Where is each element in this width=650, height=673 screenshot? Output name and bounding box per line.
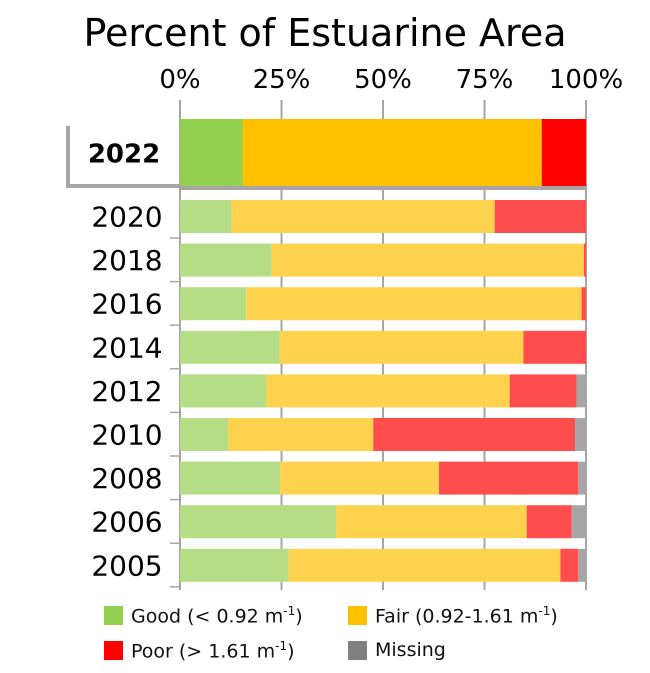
- bar-missing-2005: [578, 548, 586, 582]
- category-label: 2020: [91, 201, 162, 234]
- legend-label: Poor (> 1.61 m-1): [131, 639, 295, 663]
- x-tick-label: 25%: [253, 65, 311, 95]
- bar-good-2008: [180, 461, 281, 495]
- bar-missing-2010: [575, 418, 586, 451]
- bar-good-2005: [180, 548, 289, 582]
- bar-fair-2005: [288, 548, 561, 582]
- bar-good-2022: [180, 119, 243, 186]
- x-tick-label: 0%: [159, 65, 200, 95]
- legend-item-fair: Fair (0.92-1.61 m-1): [348, 604, 558, 627]
- bar-fair-2022: [242, 119, 542, 186]
- x-tick-label: 75%: [456, 65, 514, 95]
- bar-fair-2006: [336, 505, 527, 539]
- bar-fair-2012: [266, 374, 510, 408]
- category-label: 2010: [91, 419, 162, 452]
- bar-fair-2018: [271, 243, 584, 277]
- legend-item-missing: Missing: [348, 639, 446, 661]
- chart-title: Percent of Estuarine Area: [83, 11, 566, 55]
- bar-good-2014: [180, 330, 280, 364]
- bar-poor-2018: [583, 243, 586, 277]
- category-label: 2018: [91, 244, 162, 277]
- bar-good-2020: [180, 200, 232, 233]
- category-label: 2014: [91, 331, 162, 364]
- category-label: 2016: [91, 288, 162, 321]
- bar-poor-2016: [581, 287, 586, 321]
- bar-poor-2014: [523, 330, 586, 364]
- bar-good-2006: [180, 505, 337, 539]
- bar-fair-2016: [246, 287, 582, 321]
- bar-fair-2008: [280, 461, 440, 495]
- bar-fair-2020: [231, 200, 495, 233]
- bar-poor-2006: [526, 505, 572, 539]
- legend-item-poor: Poor (> 1.61 m-1): [104, 639, 295, 662]
- category-label: 2005: [91, 549, 162, 582]
- bar-poor-2020: [494, 200, 586, 233]
- category-label: 2006: [91, 506, 162, 539]
- bar-poor-2012: [509, 374, 577, 408]
- bar-good-2012: [180, 374, 267, 408]
- legend-swatch: [104, 641, 123, 661]
- legend-label: Missing: [375, 639, 446, 661]
- x-tick-label: 100%: [549, 65, 623, 95]
- bar-missing-2008: [578, 461, 586, 495]
- bar-good-2016: [180, 287, 247, 321]
- legend-label: Fair (0.92-1.61 m-1): [375, 604, 558, 628]
- bar-fair-2010: [228, 418, 374, 451]
- bar-poor-2010: [373, 418, 576, 451]
- highlight-bracket: [66, 126, 180, 188]
- legend-swatch: [104, 606, 123, 626]
- legend-label: Good (< 0.92 m-1): [131, 604, 303, 628]
- category-label: 2022: [88, 140, 160, 170]
- category-label: 2008: [91, 462, 162, 495]
- legend-item-good: Good (< 0.92 m-1): [104, 604, 303, 627]
- category-label: 2012: [91, 375, 162, 408]
- x-tick-label: 50%: [354, 65, 412, 95]
- legend-swatch: [348, 606, 367, 626]
- bar-poor-2005: [560, 548, 579, 582]
- bar-missing-2006: [571, 505, 586, 539]
- bar-good-2018: [180, 243, 272, 277]
- bar-missing-2012: [576, 374, 586, 408]
- legend-swatch: [348, 640, 367, 660]
- bar-fair-2014: [279, 330, 524, 364]
- bar-good-2010: [180, 418, 229, 451]
- bar-poor-2008: [439, 461, 579, 495]
- bar-poor-2022: [541, 119, 586, 186]
